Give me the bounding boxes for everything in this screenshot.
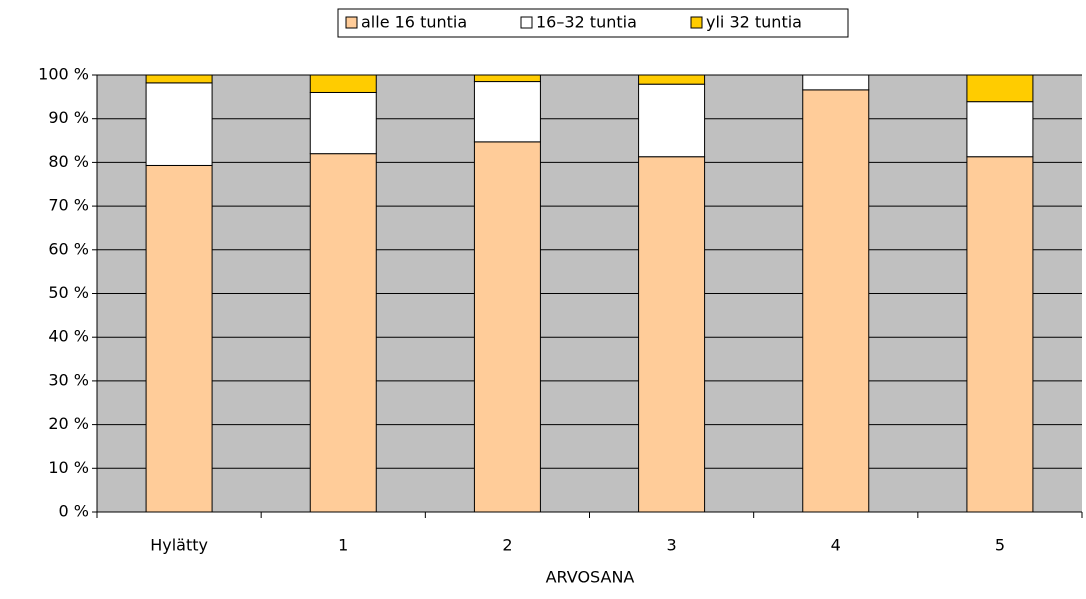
bar-segment (309, 74, 377, 93)
bar-segment (473, 81, 541, 143)
bar-segment (638, 156, 706, 513)
legend-label: yli 32 tuntia (706, 13, 802, 32)
y-tick-label: 50 % (48, 283, 89, 302)
bar-segment (966, 156, 1034, 513)
bar-segment (145, 82, 213, 166)
x-tick-label: 5 (995, 536, 1005, 555)
y-tick-label: 100 % (38, 65, 89, 84)
legend-label: alle 16 tuntia (361, 13, 467, 32)
bar-segment (802, 74, 870, 91)
bar-segment (638, 74, 706, 85)
y-tick-label: 0 % (59, 502, 89, 521)
bar-segment (309, 91, 377, 155)
x-tick-label: 3 (666, 536, 676, 555)
y-tick-label: 70 % (48, 196, 89, 215)
x-tick-label: 4 (831, 536, 841, 555)
bar-segment (802, 89, 870, 513)
bar-segment (473, 141, 541, 513)
y-tick-label: 90 % (48, 108, 89, 127)
y-tick-label: 40 % (48, 327, 89, 346)
x-axis-label: ARVOSANA (546, 568, 635, 587)
bar-segment (638, 83, 706, 158)
legend-swatch (690, 16, 703, 29)
bar-segment (145, 164, 213, 513)
y-tick-label: 20 % (48, 414, 89, 433)
x-tick-label: 2 (502, 536, 512, 555)
legend-box (337, 8, 849, 38)
bar-segment (309, 153, 377, 513)
legend-label: 16–32 tuntia (536, 13, 637, 32)
legend-swatch (345, 16, 358, 29)
bar-segment (966, 74, 1034, 103)
x-tick-label: 1 (338, 536, 348, 555)
x-tick-label: Hylätty (150, 536, 208, 555)
bar-segment (473, 74, 541, 83)
y-tick-label: 10 % (48, 458, 89, 477)
bar-segment (966, 101, 1034, 158)
bar-segment (145, 74, 213, 84)
y-tick-label: 30 % (48, 370, 89, 389)
y-tick-label: 60 % (48, 239, 89, 258)
y-tick-label: 80 % (48, 152, 89, 171)
legend-swatch (520, 16, 533, 29)
